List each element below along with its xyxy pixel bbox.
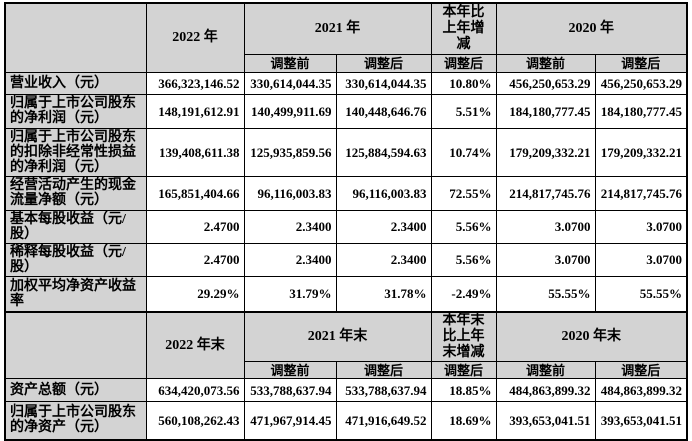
value-2020-after: 3.0700	[594, 209, 688, 244]
table-row: 归属于上市公司股东的净资产（元） 560,108,262.43 471,967,…	[4, 401, 688, 440]
value-2021-before: 125,935,859.56	[243, 127, 337, 177]
value-2022: 634,420,073.56	[145, 378, 245, 402]
subheader-2021-after: 调整后	[335, 53, 432, 73]
value-2022: 148,191,612.91	[145, 93, 245, 129]
value-2020-before: 456,250,653.29	[495, 71, 596, 95]
subheader-2020-after: 调整后	[594, 53, 688, 73]
value-2022: 2.4700	[145, 209, 245, 244]
value-change: 10.80%	[430, 71, 497, 95]
value-2020-after: 179,209,332.21	[594, 127, 688, 177]
subheader-2020-before: 调整前	[495, 53, 596, 73]
subheader-change-after: 调整后	[430, 53, 497, 73]
col-header-2020: 2020 年	[495, 2, 688, 55]
value-2020-before: 179,209,332.21	[495, 127, 596, 177]
col-header-2021-end: 2021 年末	[243, 311, 432, 362]
table-row: 营业收入（元） 366,323,146.52 330,614,044.35 33…	[4, 71, 688, 95]
value-2021-before: 96,116,003.83	[243, 175, 337, 211]
table-row: 稀释每股收益（元/股） 2.4700 2.3400 2.3400 5.56% 3…	[4, 242, 688, 277]
value-2022: 366,323,146.52	[145, 71, 245, 95]
value-2020-after: 214,817,745.76	[594, 175, 688, 211]
value-2021-after: 2.3400	[335, 242, 432, 277]
value-2022: 139,408,611.38	[145, 127, 245, 177]
table-row: 归属于上市公司股东的净利润（元） 148,191,612.91 140,499,…	[4, 93, 688, 129]
value-2021-after: 533,788,637.94	[335, 378, 432, 402]
subheader-2020-end-after: 调整后	[594, 361, 688, 379]
value-2021-before: 2.3400	[243, 209, 337, 244]
col-header-change: 本年比 上年增 减	[430, 2, 497, 55]
row-label: 基本每股收益（元/股）	[4, 209, 147, 244]
value-change: 5.56%	[430, 242, 497, 277]
value-2022: 560,108,262.43	[145, 401, 245, 440]
financial-summary-table: 2022 年 2021 年 本年比 上年增 减 2020 年 调整前 调整后 调…	[4, 2, 688, 441]
value-2021-after: 31.78%	[335, 275, 432, 313]
financial-summary: 2022 年 2021 年 本年比 上年增 减 2020 年 调整前 调整后 调…	[4, 2, 688, 441]
value-2021-after: 471,916,649.52	[335, 401, 432, 440]
value-2020-before: 3.0700	[495, 209, 596, 244]
value-2020-before: 393,653,041.51	[495, 401, 596, 440]
value-2020-before: 184,180,777.45	[495, 93, 596, 129]
subheader-2021-end-before: 调整前	[243, 361, 337, 379]
row-label: 归属于上市公司股东的扣除非经常性损益的净利润（元）	[4, 127, 147, 177]
value-2021-after: 96,116,003.83	[335, 175, 432, 211]
value-2022: 2.4700	[145, 242, 245, 277]
section1-header-row-adjust: 调整前 调整后 调整后 调整前 调整后	[5, 53, 688, 73]
table-row: 基本每股收益（元/股） 2.4700 2.3400 2.3400 5.56% 3…	[4, 209, 688, 244]
value-2021-after: 2.3400	[335, 209, 432, 244]
row-label: 资产总额（元）	[4, 378, 147, 402]
value-2021-before: 330,614,044.35	[243, 71, 337, 95]
value-2020-before: 214,817,745.76	[495, 175, 596, 211]
corner-cell	[4, 311, 147, 379]
value-2021-before: 471,967,914.45	[243, 401, 337, 440]
value-2020-before: 484,863,899.32	[495, 378, 596, 402]
table-row: 归属于上市公司股东的扣除非经常性损益的净利润（元） 139,408,611.38…	[4, 127, 688, 177]
value-2021-before: 533,788,637.94	[243, 378, 337, 402]
value-change: 72.55%	[430, 175, 497, 211]
col-header-change-end: 本年末 比上年 末增减	[430, 311, 497, 362]
value-2020-after: 184,180,777.45	[594, 93, 688, 129]
value-2020-after: 55.55%	[594, 275, 688, 313]
value-2021-after: 140,448,646.76	[335, 93, 432, 129]
value-2021-before: 2.3400	[243, 242, 337, 277]
value-2020-before: 55.55%	[495, 275, 596, 313]
value-2021-after: 330,614,044.35	[335, 71, 432, 95]
row-label: 营业收入（元）	[4, 71, 147, 95]
value-2020-after: 3.0700	[594, 242, 688, 277]
table-row: 加权平均净资产收益率 29.29% 31.79% 31.78% -2.49% 5…	[4, 275, 688, 313]
col-header-2022: 2022 年	[145, 2, 245, 73]
row-label: 稀释每股收益（元/股）	[4, 242, 147, 277]
value-change: 5.56%	[430, 209, 497, 244]
subheader-2021-end-after: 调整后	[335, 361, 432, 379]
value-2020-after: 393,653,041.51	[594, 401, 688, 440]
value-2021-before: 31.79%	[243, 275, 337, 313]
subheader-2020-end-before: 调整前	[495, 361, 596, 379]
subheader-change-end-after: 调整后	[430, 361, 497, 379]
row-label: 归属于上市公司股东的净资产（元）	[4, 401, 147, 440]
col-header-2021: 2021 年	[243, 2, 432, 55]
col-header-2022-end: 2022 年末	[145, 311, 245, 379]
value-2020-after: 484,863,899.32	[594, 378, 688, 402]
col-header-2020-end: 2020 年末	[495, 311, 688, 362]
value-2020-before: 3.0700	[495, 242, 596, 277]
value-change: 18.69%	[430, 401, 497, 440]
value-change: -2.49%	[430, 275, 497, 313]
value-2022: 29.29%	[145, 275, 245, 313]
section1-header-row-years: 2022 年 2021 年 本年比 上年增 减 2020 年	[4, 2, 688, 73]
table-row: 经营活动产生的现金流量净额（元） 165,851,404.66 96,116,0…	[4, 175, 688, 211]
corner-cell	[4, 2, 147, 73]
value-2020-after: 456,250,653.29	[594, 71, 688, 95]
value-2022: 165,851,404.66	[145, 175, 245, 211]
subheader-2021-before: 调整前	[243, 53, 337, 73]
table-row: 资产总额（元） 634,420,073.56 533,788,637.94 53…	[4, 378, 688, 402]
row-label: 归属于上市公司股东的净利润（元）	[4, 93, 147, 129]
row-label: 经营活动产生的现金流量净额（元）	[4, 175, 147, 211]
value-2021-before: 140,499,911.69	[243, 93, 337, 129]
value-change: 18.85%	[430, 378, 497, 402]
value-change: 10.74%	[430, 127, 497, 177]
value-change: 5.51%	[430, 93, 497, 129]
row-label: 加权平均净资产收益率	[4, 275, 147, 313]
section2-header-row-years: 2022 年末 2021 年末 本年末 比上年 末增减 2020 年末	[4, 311, 688, 379]
value-2021-after: 125,884,594.63	[335, 127, 432, 177]
